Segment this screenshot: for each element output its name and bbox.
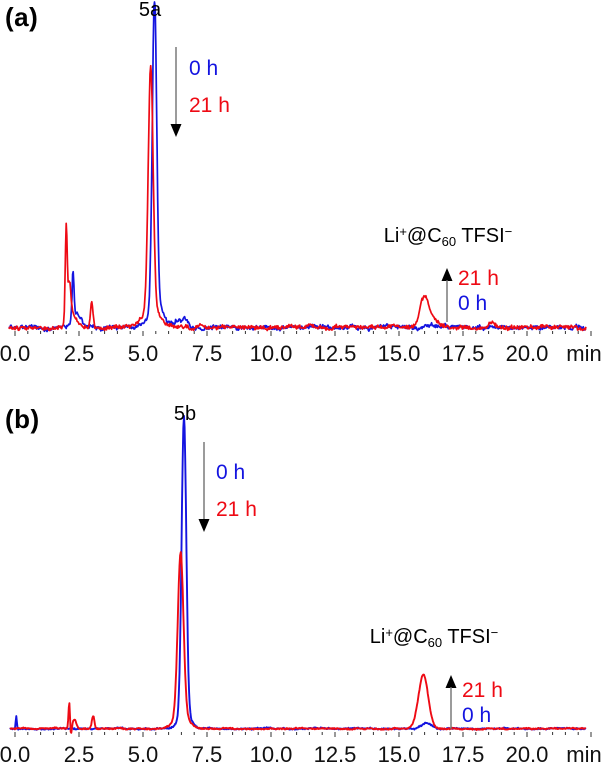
x-tick-label: 12.5 [313,341,357,366]
axis-unit-label: min [566,341,602,366]
compound-superscript: − [490,625,499,640]
axis-unit-label: min [566,742,602,767]
legend-label-21h: 21 h [458,267,499,290]
legend-product-peak: 21 h 0 h [462,679,503,727]
x-tick-label: 0.0 [0,742,31,767]
compound-superscript: + [399,224,407,239]
x-tick-label: 12.5 [313,742,357,767]
x-tick-label: 20.0 [505,341,549,366]
panel-label: (b) [5,404,40,434]
x-tick-label: 5.0 [127,742,159,767]
x-tick-label: 0.0 [0,341,31,366]
x-axis-tick-labels: 0.0 2.5 5.0 7.5 10.0 12.5 15.0 17.5 20.0 [0,742,606,768]
chromatogram-plot-a [8,1,592,336]
compound-subscript: 60 [427,635,443,650]
x-tick-label: 17.5 [441,742,485,767]
peak-label-5a: 5a [138,0,162,21]
trace-21h [8,64,587,332]
x-tick-label: 10.0 [249,341,293,366]
x-axis-ticks [14,732,592,737]
time-arrow-down-icon [198,442,210,532]
x-tick-label: 2.5 [63,742,95,767]
time-arrow-down-icon [170,47,182,137]
legend-label-21h: 21 h [462,679,503,702]
chromatogram-panel-a: (a) 5a 0 h 21 h Li+@C60 TFSI− 21 h 0 h 0… [0,0,606,368]
x-axis-ticks [14,331,592,336]
x-tick-label: 7.5 [191,742,223,767]
chromatogram-plot-b [9,414,592,737]
legend-label-0h: 0 h [458,292,488,315]
compound-peak-label: Li+@C60 TFSI− [363,224,533,249]
legend-main-peak: 0 h 21 h [189,57,230,117]
x-tick-label: 10.0 [249,742,293,767]
compound-superscript: + [385,625,393,640]
compound-superscript: − [504,224,513,239]
compound-text: TFSI [456,225,505,247]
time-arrow-up-icon [445,675,457,729]
compound-text: Li [383,225,400,247]
compound-peak-label: Li+@C60 TFSI− [349,625,519,650]
x-tick-label: 17.5 [441,341,485,366]
panel-label: (a) [5,2,39,32]
x-axis-tick-labels: 0.0 2.5 5.0 7.5 10.0 12.5 15.0 17.5 20.0 [0,341,606,367]
peak-label-5b: 5b [173,403,197,425]
time-arrow-up-icon [441,268,453,322]
legend-main-peak: 0 h 21 h [216,461,257,521]
x-tick-label: 15.0 [377,341,421,366]
legend-product-peak: 21 h 0 h [458,267,499,315]
legend-label-0h: 0 h [216,461,246,484]
x-tick-label: 7.5 [191,341,223,366]
legend-label-21h: 21 h [216,498,257,521]
x-tick-label: 15.0 [377,742,421,767]
compound-text: TFSI [442,626,491,648]
compound-text: @C [406,225,442,247]
trace-0h [8,1,587,333]
x-tick-label: 5.0 [127,341,159,366]
compound-text: Li [369,626,386,648]
legend-label-21h: 21 h [189,94,230,117]
x-tick-label: 20.0 [505,742,549,767]
compound-subscript: 60 [441,234,457,249]
legend-label-0h: 0 h [189,57,219,80]
chromatogram-panel-b: (b) 5b 0 h 21 h Li+@C60 TFSI− 21 h 0 h 0… [0,380,606,767]
trace-21h [9,551,587,734]
legend-label-0h: 0 h [462,704,492,727]
x-tick-label: 2.5 [63,341,95,366]
compound-text: @C [392,626,428,648]
